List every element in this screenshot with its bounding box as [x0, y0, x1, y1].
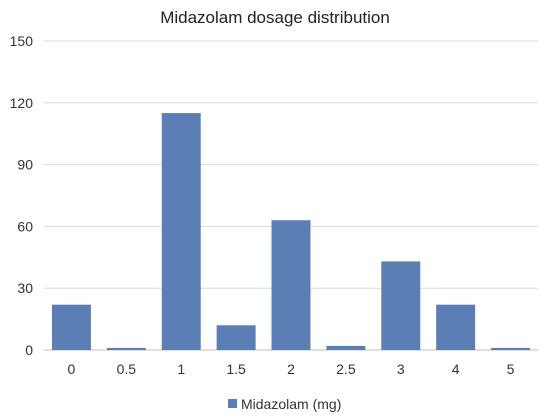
bar-0.5 [106, 347, 146, 350]
x-tick-label: 3 [397, 361, 405, 377]
bar-1 [161, 113, 201, 350]
y-tick-label: 90 [17, 157, 33, 173]
y-tick-label: 120 [10, 95, 34, 111]
chart-title: Midazolam dosage distribution [160, 8, 390, 27]
x-tick-label: 1.5 [226, 361, 246, 377]
y-tick-label: 60 [17, 218, 33, 234]
x-tick-label: 1 [177, 361, 185, 377]
x-tick-label: 2.5 [336, 361, 356, 377]
legend-label: Midazolam (mg) [241, 396, 341, 412]
bar-2.5 [326, 345, 366, 350]
bar-0 [51, 304, 91, 350]
x-tick-label: 0.5 [117, 361, 137, 377]
bar-3 [381, 261, 421, 350]
bar-5 [491, 347, 531, 350]
y-tick-label: 150 [10, 33, 34, 49]
bars [51, 113, 531, 350]
legend: Midazolam (mg) [228, 396, 341, 412]
bar-2 [271, 220, 311, 350]
x-tick-label: 4 [452, 361, 460, 377]
x-axis-tick-labels: 0 0.5 1 1.5 2 2.5 3 4 5 [68, 361, 515, 377]
y-axis-tick-labels: 0 30 60 90 120 150 [10, 33, 34, 358]
x-tick-label: 5 [507, 361, 515, 377]
x-tick-label: 0 [68, 361, 76, 377]
y-tick-label: 30 [17, 280, 33, 296]
bar-4 [436, 304, 476, 350]
bar-1.5 [216, 325, 256, 350]
legend-swatch [228, 399, 237, 408]
x-tick-label: 2 [287, 361, 295, 377]
y-tick-label: 0 [25, 342, 33, 358]
